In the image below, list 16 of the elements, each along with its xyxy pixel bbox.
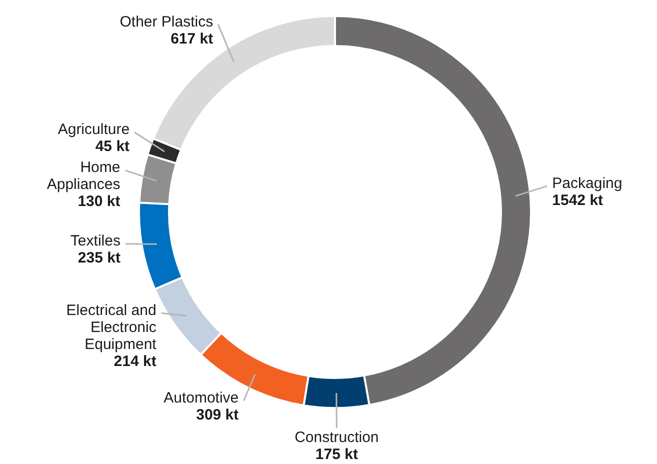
slice-label: Electrical and Electronic Equipment: [66, 302, 158, 353]
data-label: 45 kt: [95, 138, 130, 156]
slice-label: Packaging: [552, 174, 622, 192]
data-label: 175 kt: [315, 446, 358, 463]
slice-label: Construction: [294, 428, 379, 446]
data-label: 235 kt: [78, 250, 120, 267]
slice-label: Home Appliances: [46, 159, 120, 194]
data-label: 214 kt: [114, 352, 156, 370]
slice-label: Other Plastics: [120, 13, 214, 30]
slice-label: Automotive: [164, 390, 239, 407]
slice-label: Agriculture: [58, 121, 130, 138]
data-label: 309 kt: [196, 406, 239, 424]
slice-label: Textiles: [70, 232, 120, 250]
data-label: 1542 kt: [552, 192, 604, 209]
data-label: 617 kt: [170, 30, 214, 48]
data-label: 130 kt: [78, 193, 120, 210]
